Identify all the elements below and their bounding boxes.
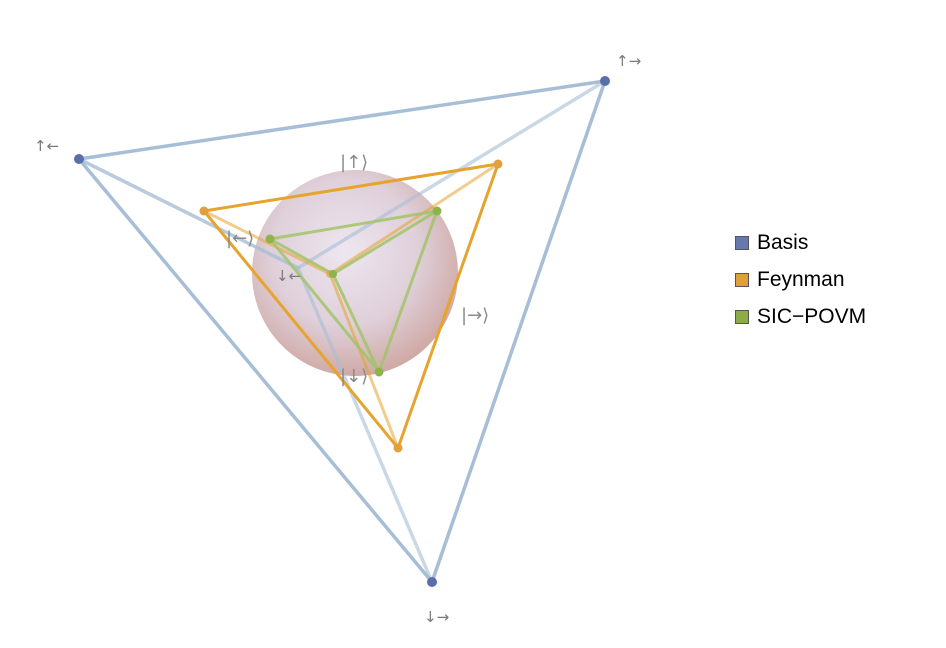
feynman-edge bbox=[328, 273, 400, 449]
feynman-point bbox=[493, 159, 503, 169]
legend-item-feynman: Feynman bbox=[735, 261, 866, 298]
basis-point bbox=[427, 577, 437, 587]
basis-point bbox=[74, 154, 84, 164]
sic-edge bbox=[377, 210, 439, 373]
feynman-edge bbox=[396, 163, 500, 449]
vertex-label-down-right: ↓→ bbox=[424, 608, 449, 626]
bloch-sphere bbox=[252, 170, 458, 376]
legend-label-basis: Basis bbox=[757, 230, 809, 254]
legend-swatch-sic-povm bbox=[735, 309, 749, 324]
basis-edge bbox=[430, 79, 607, 584]
basis-points bbox=[74, 76, 610, 587]
sic-edge bbox=[331, 273, 381, 373]
ket-left: |←⟩ bbox=[226, 228, 254, 249]
basis-edge bbox=[77, 157, 434, 584]
sic-point bbox=[265, 234, 275, 244]
vertex-label-up-left: ↑← bbox=[34, 137, 59, 155]
basis-point bbox=[600, 76, 610, 86]
legend-item-sic-povm: SIC−POVM bbox=[735, 298, 866, 335]
sic-points bbox=[265, 206, 442, 377]
vertex-label-down-left: ↓← bbox=[276, 267, 301, 285]
legend-label-sic-povm: SIC−POVM bbox=[757, 304, 867, 328]
sic-edge bbox=[268, 238, 381, 373]
ket-up: |↑⟩ bbox=[340, 152, 368, 173]
feynman-edge bbox=[203, 162, 499, 213]
basis-edge bbox=[296, 79, 607, 270]
legend-item-basis: Basis bbox=[735, 224, 866, 261]
sic-point bbox=[432, 206, 442, 216]
sic-edge bbox=[269, 237, 334, 276]
legend-swatch-feynman bbox=[735, 272, 749, 287]
feynman-edge bbox=[202, 210, 400, 449]
sic-edge bbox=[269, 209, 438, 241]
vertex-label-up-right: ↑→ bbox=[616, 52, 641, 70]
sic-povm-tetrahedron bbox=[268, 209, 439, 373]
legend: Basis Feynman SIC−POVM bbox=[735, 224, 866, 335]
sic-edge bbox=[332, 209, 438, 276]
feynman-edge bbox=[329, 162, 499, 276]
sic-point bbox=[374, 367, 384, 377]
basis-tetrahedron bbox=[77, 79, 607, 584]
feynman-edge bbox=[203, 209, 331, 276]
legend-label-feynman: Feynman bbox=[757, 267, 845, 291]
feynman-tetrahedron bbox=[202, 162, 500, 449]
basis-edge bbox=[296, 266, 434, 584]
basis-edge bbox=[77, 157, 300, 270]
feynman-point bbox=[199, 206, 209, 216]
sic-point bbox=[329, 270, 337, 278]
feynman-point bbox=[393, 443, 403, 453]
ket-right: |→⟩ bbox=[461, 305, 489, 326]
basis-edge bbox=[77, 79, 607, 161]
ket-down: |↓⟩ bbox=[340, 366, 368, 387]
legend-swatch-basis bbox=[735, 235, 749, 250]
